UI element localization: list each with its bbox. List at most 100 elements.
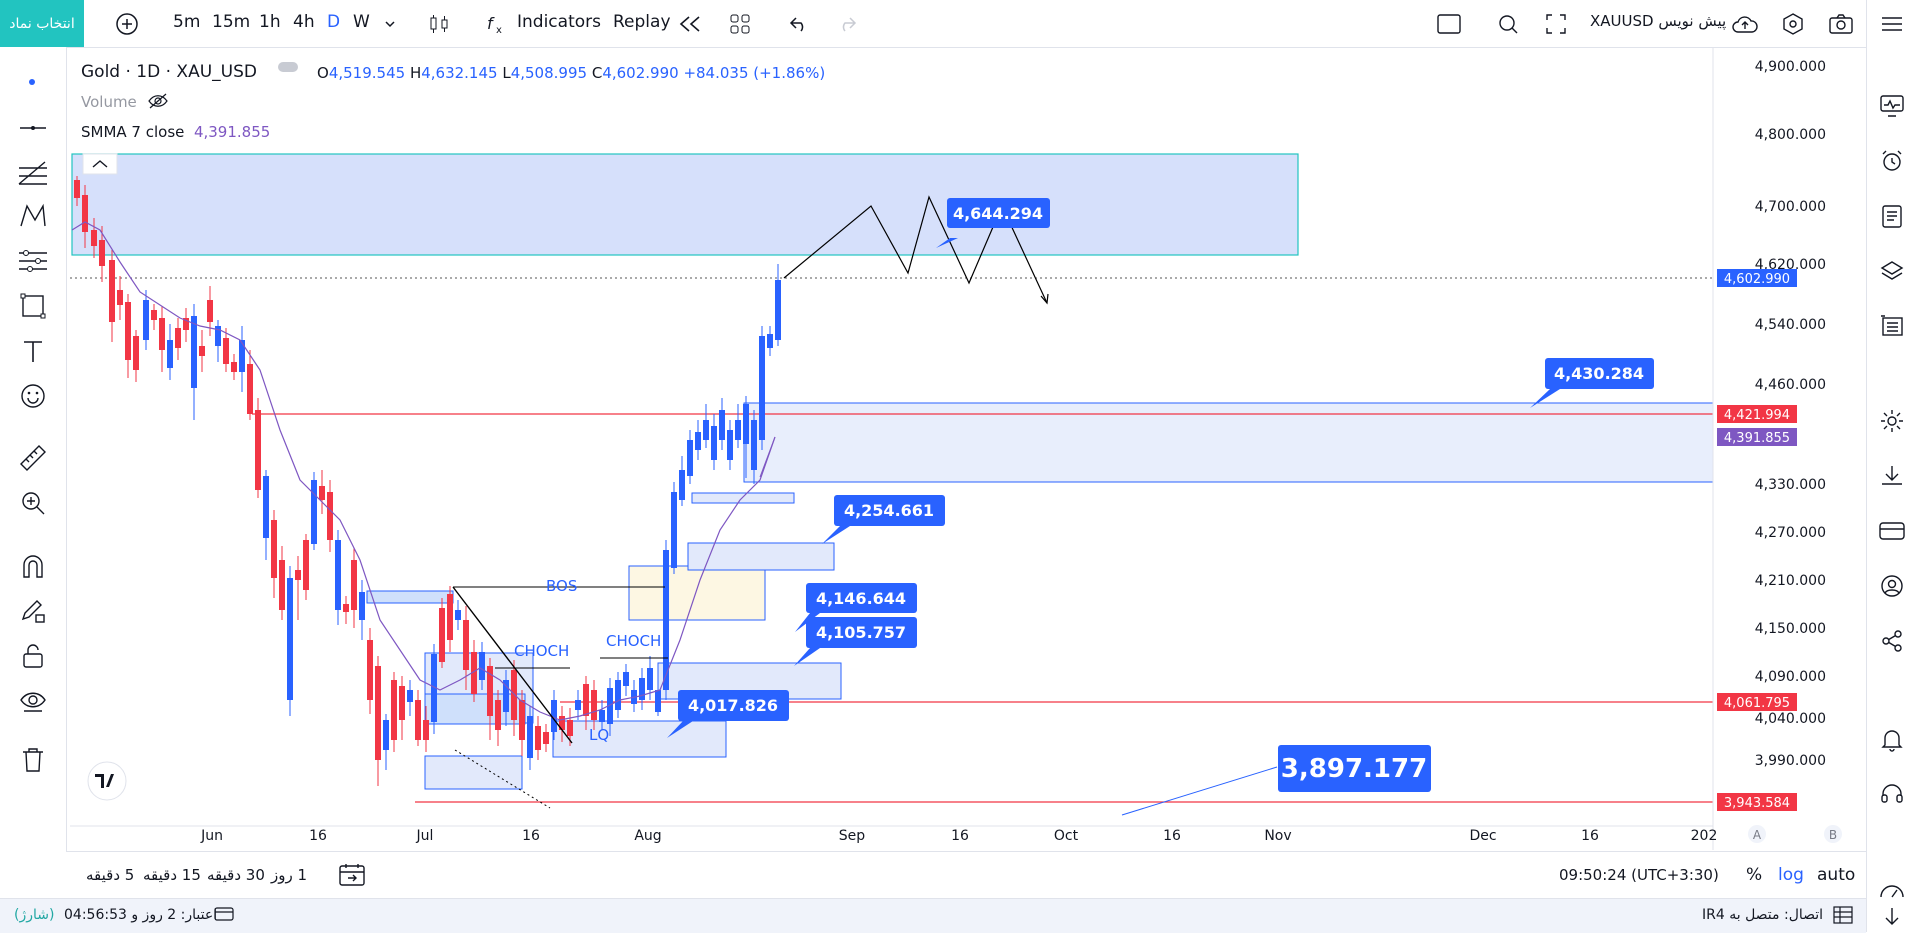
smma-line[interactable] <box>71 221 776 721</box>
price-chart[interactable]: BOS CHOCH CHOCH LQ 4,644.294 4,430.284 4… <box>70 48 1866 850</box>
candle-body[interactable] <box>415 700 421 740</box>
candle-body[interactable] <box>591 690 597 720</box>
range-15m[interactable]: 15 دقیقه <box>143 866 201 884</box>
candle-body[interactable] <box>109 260 115 322</box>
chart-title[interactable]: Gold · 1D · XAU_USD <box>81 62 257 82</box>
callout-4017[interactable]: 4,017.826 <box>667 690 789 738</box>
trend-line-icon[interactable] <box>15 110 51 146</box>
candle-body[interactable] <box>133 336 139 370</box>
zone-jul-inner[interactable] <box>424 693 526 725</box>
candle-body[interactable] <box>679 470 685 500</box>
candle-body[interactable] <box>303 540 309 590</box>
candle-body[interactable] <box>231 362 237 372</box>
candle-body[interactable] <box>343 604 349 612</box>
demand-zone[interactable] <box>743 402 1714 483</box>
symbol-select-button[interactable]: انتخاب نماد <box>0 0 84 47</box>
layers-icon[interactable] <box>1876 255 1908 287</box>
pattern-icon[interactable] <box>15 198 51 234</box>
candle-body[interactable] <box>175 328 181 348</box>
price-badge[interactable]: 4,391.855 <box>1717 428 1797 446</box>
replay-icon[interactable] <box>676 10 704 38</box>
range-1d[interactable]: 1 روز <box>271 866 308 884</box>
zone-aug[interactable] <box>552 720 727 758</box>
candles-icon[interactable] <box>425 10 453 38</box>
candle-body[interactable] <box>287 578 293 700</box>
monitor-icon[interactable] <box>1876 90 1908 122</box>
callout-4254[interactable]: 4,254.661 <box>822 495 945 544</box>
candle-body[interactable] <box>143 300 149 340</box>
interval-1h[interactable]: 1h <box>259 12 281 32</box>
zone-jun[interactable] <box>366 590 454 604</box>
candle-body[interactable] <box>583 684 589 716</box>
pencil-lock-icon[interactable] <box>15 593 51 629</box>
fib-icon[interactable] <box>15 154 51 190</box>
price-badge[interactable]: 4,421.994 <box>1717 405 1797 423</box>
target-line[interactable] <box>1121 766 1278 816</box>
candle-body[interactable] <box>647 668 653 690</box>
candle-body[interactable] <box>117 290 123 305</box>
candle-body[interactable] <box>503 680 509 712</box>
camera-icon[interactable] <box>1827 10 1855 38</box>
candle-body[interactable] <box>431 654 437 722</box>
candle-body[interactable] <box>207 300 213 322</box>
trend-line[interactable] <box>452 586 573 744</box>
interval-w[interactable]: W <box>353 12 370 32</box>
settings-gear-icon[interactable] <box>1876 405 1908 437</box>
candle-body[interactable] <box>167 340 173 368</box>
expand-icon[interactable] <box>1542 10 1570 38</box>
ruler-icon[interactable] <box>15 440 51 476</box>
candle-body[interactable] <box>775 280 781 340</box>
candle-body[interactable] <box>295 570 301 580</box>
callout-4644[interactable]: 4,644.294 <box>936 198 1050 248</box>
cursor-dot-icon[interactable] <box>29 79 35 85</box>
candle-body[interactable] <box>125 302 131 360</box>
candle-body[interactable] <box>99 240 105 266</box>
candle-body[interactable] <box>159 318 165 350</box>
date-range-icon[interactable] <box>339 863 365 891</box>
candle-body[interactable] <box>695 432 701 450</box>
price-badge[interactable]: 4,602.990 <box>1717 269 1797 287</box>
candle-body[interactable] <box>735 420 741 440</box>
collapse-legend-button[interactable] <box>82 153 118 175</box>
candle-body[interactable] <box>223 338 229 364</box>
candle-body[interactable] <box>351 560 357 610</box>
watchlist-icon[interactable] <box>1876 310 1908 342</box>
demand-zone-top[interactable] <box>691 492 795 504</box>
price-badge[interactable]: 3,943.584 <box>1717 793 1797 811</box>
candle-body[interactable] <box>375 666 381 760</box>
interval-5m[interactable]: 5m <box>173 12 201 32</box>
candle-body[interactable] <box>279 560 285 610</box>
candle-body[interactable] <box>399 686 405 720</box>
candle-body[interactable] <box>599 710 605 722</box>
candle-body[interactable] <box>82 195 88 232</box>
candle-body[interactable] <box>319 486 325 500</box>
candle-body[interactable] <box>687 440 693 476</box>
gauge-icon[interactable] <box>1876 872 1908 904</box>
candle-body[interactable] <box>519 700 525 740</box>
candle-body[interactable] <box>543 732 549 744</box>
candle-body[interactable] <box>183 318 189 330</box>
range-30m[interactable]: 30 دقیقه <box>207 866 265 884</box>
candle-body[interactable] <box>359 592 365 620</box>
candle-body[interactable] <box>247 364 253 414</box>
candle-body[interactable] <box>255 410 261 490</box>
settings-hex-icon[interactable] <box>1779 10 1807 38</box>
candle-body[interactable] <box>367 640 373 700</box>
candle-body[interactable] <box>535 726 541 750</box>
candle-body[interactable] <box>559 716 565 730</box>
candle-body[interactable] <box>479 652 485 680</box>
dotted-trend-line[interactable] <box>454 749 551 809</box>
callout-4430[interactable]: 4,430.284 <box>1530 358 1654 408</box>
candle-body[interactable] <box>407 690 413 702</box>
interval-4h[interactable]: 4h <box>293 12 315 32</box>
candle-body[interactable] <box>447 594 453 640</box>
callout-4146[interactable]: 4,146.644 <box>795 583 917 632</box>
charge-link[interactable]: (شارژ) <box>14 907 55 923</box>
candle-body[interactable] <box>639 678 645 700</box>
candle-body[interactable] <box>215 326 221 346</box>
candle-body[interactable] <box>743 404 749 444</box>
candle-body[interactable] <box>623 672 629 686</box>
candle-body[interactable] <box>575 700 581 710</box>
order-block-zone[interactable] <box>628 565 766 621</box>
candle-body[interactable] <box>615 680 621 710</box>
